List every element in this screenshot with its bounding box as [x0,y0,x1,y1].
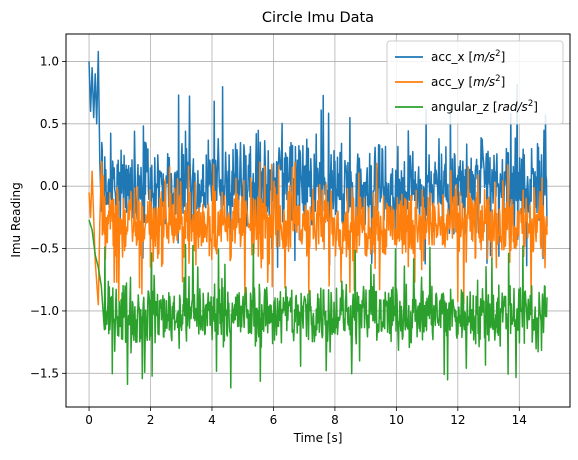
x-tick-label: 0 [85,413,93,427]
y-tick-label: 0.0 [40,179,59,193]
chart-title: Circle Imu Data [262,10,374,26]
plot-area-frame [65,33,571,408]
x-tick-label: 2 [147,413,155,427]
legend-box [386,40,564,125]
y-tick-label: −0.5 [30,242,59,256]
tick-layer: 0 2 4 6 8 10 12 14 −1.5 −1.0 −0.5 0.0 0.5 1.0 [30,54,527,427]
y-tick-label: −1.5 [30,366,59,380]
x-tick-label: 6 [270,413,278,427]
series-line-angular_z [88,219,548,389]
y-tick-label: 1.0 [40,54,59,68]
x-axis-label: Time [s] [293,431,343,445]
x-tick-label: 14 [512,413,527,427]
series-layer [88,50,548,389]
x-tick-label: 4 [208,413,216,427]
y-tick-label: 0.5 [40,117,59,131]
x-tick-label: 10 [389,413,404,427]
legend: acc_x [m/s2] acc_y [m/s2] angular_z [rad/s… [386,40,564,125]
legend-label-angular_z: angular_z [rad/s2] [431,99,538,114]
legend-label-acc_y: acc_y [m/s2] [431,74,505,89]
legend-label-acc_x: acc_x [m/s2] [431,49,505,64]
x-tick-label: 12 [450,413,465,427]
y-tick-label: −1.0 [30,304,59,318]
series-line-acc_y [88,160,548,306]
x-tick-label: 8 [331,413,339,427]
y-axis-label: Imu Reading [9,182,23,257]
